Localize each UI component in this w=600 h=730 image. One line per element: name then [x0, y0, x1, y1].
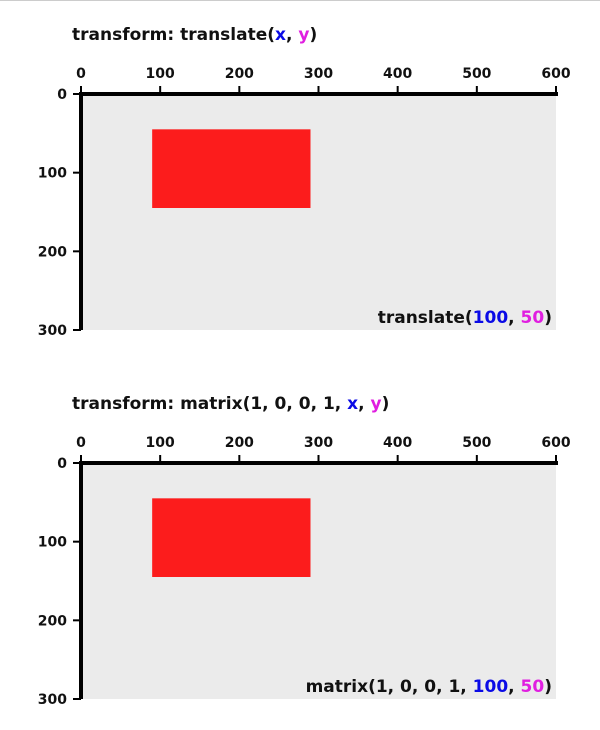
x-tick-label: 500	[462, 435, 491, 451]
x-tick-label: 0	[76, 66, 86, 82]
x-tick-label: 100	[146, 435, 175, 451]
translated-box	[152, 498, 311, 577]
transform-label: translate(100, 50)	[378, 308, 552, 328]
label-part: 100	[473, 308, 509, 328]
title-part: y	[298, 25, 309, 45]
label-part: ,	[508, 677, 520, 697]
label-part: matrix(1, 0, 0, 1,	[306, 677, 473, 697]
x-tick-label: 400	[383, 435, 412, 451]
label-part: translate(	[378, 308, 473, 328]
label-part: )	[544, 308, 552, 328]
x-tick-label: 600	[541, 66, 570, 82]
y-tick-label: 300	[38, 323, 67, 339]
panel-title: transform: matrix(1, 0, 0, 1, x, y)	[72, 394, 389, 414]
x-tick-label: 200	[225, 66, 254, 82]
label-part: 50	[521, 677, 545, 697]
title-part: x	[275, 25, 286, 45]
title-part: x	[347, 394, 358, 414]
x-tick-label: 400	[383, 66, 412, 82]
title-part: y	[371, 394, 382, 414]
label-part: 50	[521, 308, 545, 328]
x-tick-label: 100	[146, 66, 175, 82]
y-tick-label: 100	[38, 166, 67, 182]
label-part: )	[544, 677, 552, 697]
title-part: ,	[286, 25, 298, 45]
label-part: 100	[473, 677, 509, 697]
title-part: )	[309, 25, 317, 45]
title-part: transform: matrix(1, 0, 0, 1,	[72, 394, 347, 414]
panel: transform: matrix(1, 0, 0, 1, x, y) 0 100 2…	[38, 394, 571, 708]
y-tick-label: 0	[57, 87, 67, 103]
y-tick-label: 200	[38, 244, 67, 260]
title-part: ,	[358, 394, 370, 414]
transform-label: matrix(1, 0, 0, 1, 100, 50)	[306, 677, 552, 697]
label-part: ,	[508, 308, 520, 328]
x-tick-label: 600	[541, 435, 570, 451]
translated-box	[152, 129, 311, 208]
x-tick-label: 0	[76, 435, 86, 451]
y-tick-label: 300	[38, 692, 67, 708]
x-tick-label: 300	[304, 66, 333, 82]
title-part: )	[382, 394, 390, 414]
x-tick-label: 200	[225, 435, 254, 451]
y-tick-label: 200	[38, 613, 67, 629]
y-tick-label: 100	[38, 535, 67, 551]
panel-title: transform: translate(x, y)	[72, 25, 317, 45]
x-tick-label: 500	[462, 66, 491, 82]
y-tick-label: 0	[57, 456, 67, 472]
title-part: transform: translate(	[72, 25, 275, 45]
x-tick-label: 300	[304, 435, 333, 451]
panel: transform: translate(x, y) 0 100 200 300 400 5…	[38, 25, 571, 339]
